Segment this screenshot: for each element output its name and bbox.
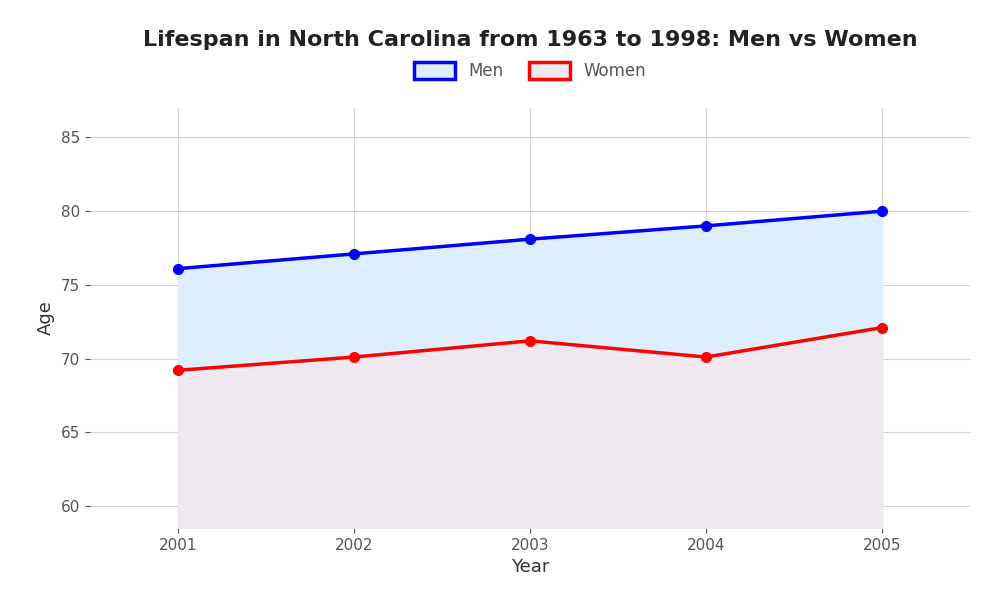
Legend: Men, Women: Men, Women xyxy=(414,62,646,80)
Y-axis label: Age: Age xyxy=(37,301,55,335)
X-axis label: Year: Year xyxy=(511,558,549,576)
Title: Lifespan in North Carolina from 1963 to 1998: Men vs Women: Lifespan in North Carolina from 1963 to … xyxy=(143,29,917,49)
